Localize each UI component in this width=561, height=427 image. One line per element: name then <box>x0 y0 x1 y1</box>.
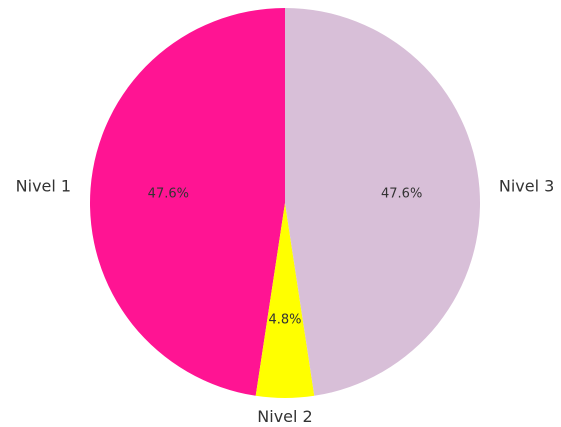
slice-label: Nivel 3 <box>499 176 554 195</box>
pie-slice <box>285 8 480 396</box>
slice-percent: 47.6% <box>381 187 422 202</box>
slice-percent: 4.8% <box>268 313 301 328</box>
pie-slice <box>90 8 285 396</box>
slice-percent: 47.6% <box>148 187 189 202</box>
pie-slice <box>255 203 315 398</box>
slice-label: Nivel 1 <box>16 176 71 195</box>
slice-label: Nivel 2 <box>257 407 312 426</box>
